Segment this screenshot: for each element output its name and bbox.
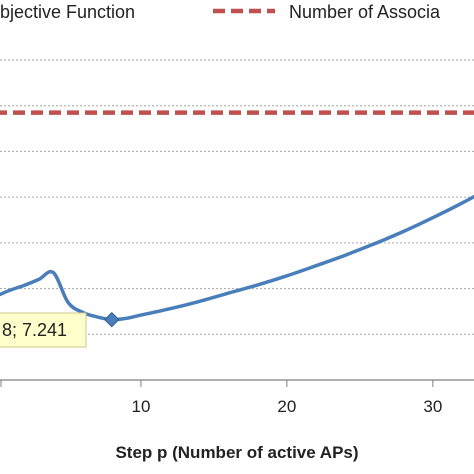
legend-label-objective: bjective Function: [0, 2, 135, 22]
x-tick-label: 10: [131, 397, 150, 416]
horizontal-gridlines: [0, 59, 474, 335]
data-label-text: 8; 7.241: [2, 320, 67, 340]
x-axis-ticks: 10 20 30: [0, 380, 442, 416]
data-label-box: [0, 312, 87, 348]
series-layer: [0, 110, 474, 328]
x-tick-label: 30: [423, 397, 442, 416]
minimum-point-marker: [104, 311, 120, 328]
x-axis-title: Step p (Number of active APs): [115, 443, 358, 462]
legend: bjective Function Number of Associa: [0, 2, 441, 22]
x-tick-label: 20: [277, 397, 296, 416]
legend-label-associations: Number of Associa: [289, 2, 441, 22]
data-label-callout: 8; 7.241: [0, 312, 87, 348]
series-line-objective-function: [0, 194, 474, 322]
